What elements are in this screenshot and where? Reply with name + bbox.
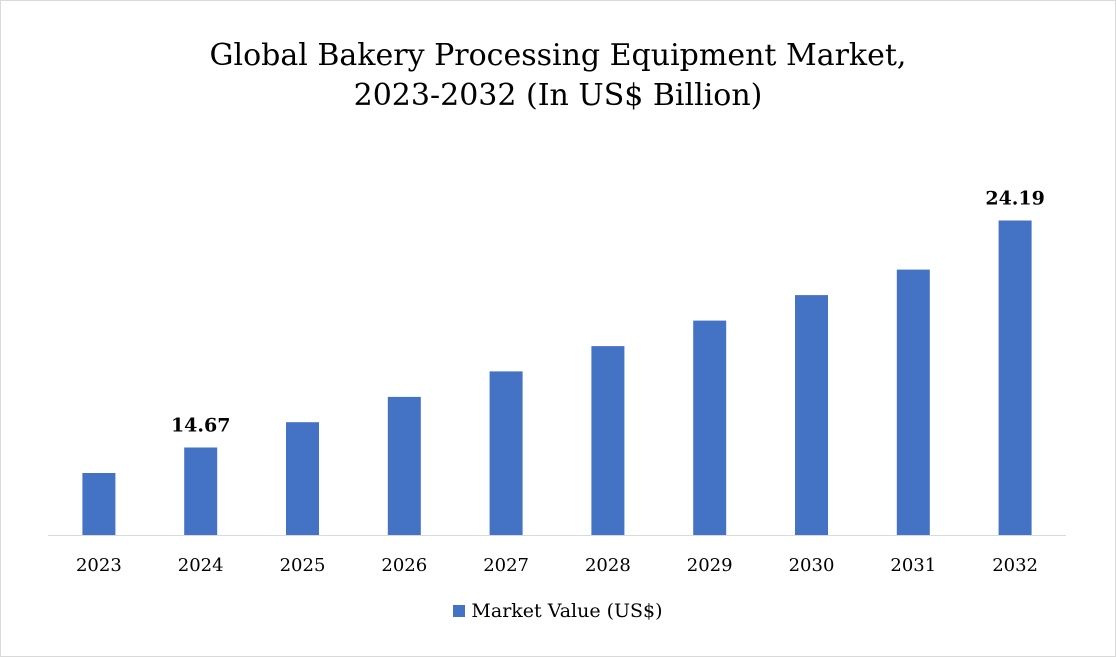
bar-2025 [286, 422, 319, 535]
legend-label: Market Value (US$) [471, 600, 663, 622]
x-tick-label-2028: 2028 [585, 555, 631, 576]
bar-2028 [591, 346, 625, 535]
data-label-2032: 24.19 [985, 188, 1045, 210]
bar-2031 [896, 269, 930, 535]
x-tick-label-2023: 2023 [76, 555, 122, 576]
bar-2026 [387, 396, 421, 535]
x-tick-label-2032: 2032 [992, 555, 1038, 576]
legend-swatch [453, 605, 466, 617]
x-tick-label-2030: 2030 [789, 555, 835, 576]
chart-title-line-1: Global Bakery Processing Equipment Marke… [209, 38, 907, 73]
x-tick-label-2029: 2029 [687, 555, 733, 576]
bar-2024 [184, 447, 218, 535]
x-tick-label-2024: 2024 [178, 555, 224, 576]
x-tick-label-2025: 2025 [280, 555, 326, 576]
bar-2023 [82, 473, 116, 535]
chart-title-line-2: 2023-2032 (In US$ Billion) [353, 78, 763, 113]
data-label-2024: 14.67 [171, 415, 231, 437]
bar-2027 [489, 371, 523, 535]
bar-2030 [795, 295, 828, 535]
x-tick-label-2026: 2026 [381, 555, 427, 576]
bar-2032 [998, 220, 1032, 535]
legend: Market Value (US$) [0, 600, 1116, 622]
bar-2029 [693, 320, 727, 535]
chart-title: Global Bakery Processing Equipment Marke… [0, 36, 1116, 116]
x-tick-label-2027: 2027 [483, 555, 529, 576]
x-tick-label-2031: 2031 [890, 555, 936, 576]
